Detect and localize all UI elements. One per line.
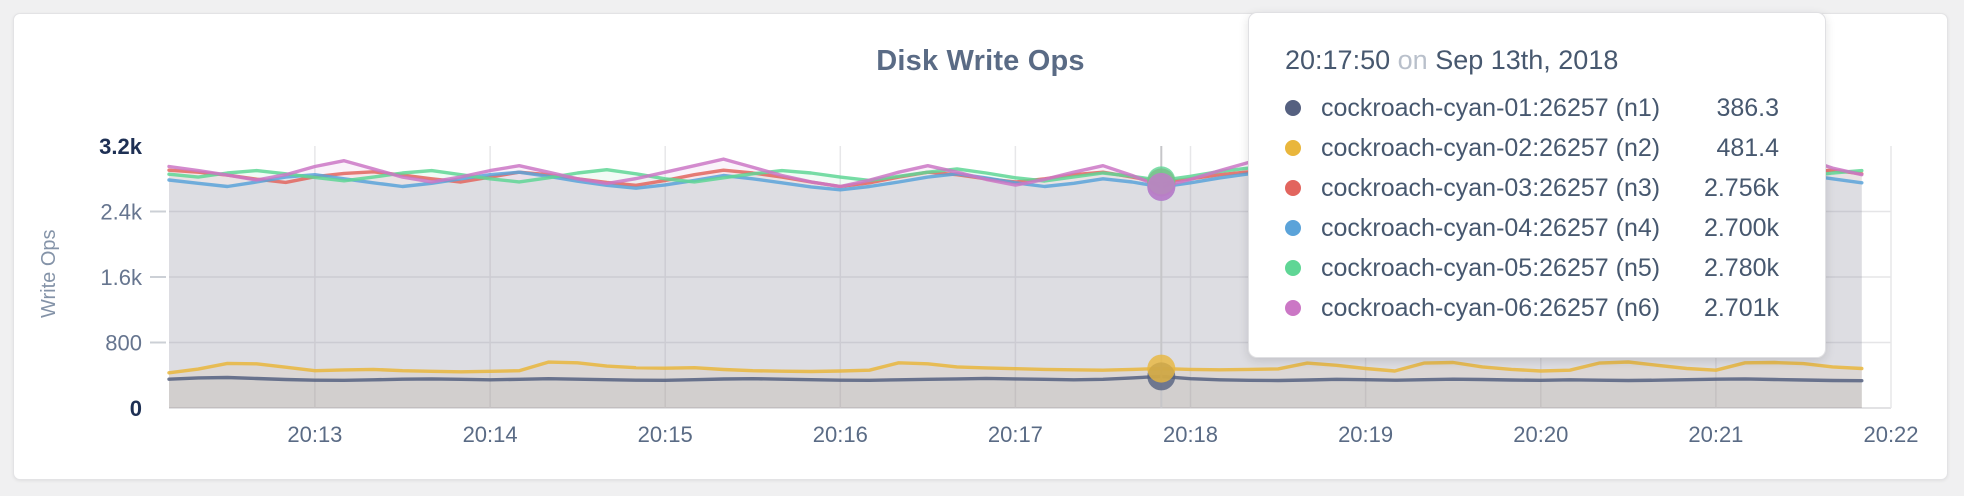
tooltip-row: cockroach-cyan-01:26257 (n1) 386.3	[1285, 88, 1779, 128]
series-value: 2.756k	[1703, 173, 1779, 202]
tooltip-row: cockroach-cyan-05:26257 (n5) 2.780k	[1285, 248, 1779, 288]
series-color-dot	[1285, 140, 1301, 156]
y-tick-label: 0	[130, 396, 142, 421]
tooltip-rows: cockroach-cyan-01:26257 (n1) 386.3 cockroa…	[1285, 88, 1779, 328]
series-value: 386.3	[1716, 93, 1779, 122]
tooltip-row: cockroach-cyan-04:26257 (n4) 2.700k	[1285, 208, 1779, 248]
series-value: 481.4	[1716, 133, 1779, 162]
hover-point-dot	[1147, 172, 1176, 201]
series-value: 2.780k	[1703, 253, 1779, 282]
x-tick-label: 20:21	[1688, 422, 1743, 447]
tooltip-row: cockroach-cyan-03:26257 (n3) 2.756k	[1285, 168, 1779, 208]
y-tick-label: 1.6k	[100, 265, 143, 290]
x-tick-label: 20:15	[638, 422, 693, 447]
series-label: cockroach-cyan-03:26257 (n3)	[1321, 173, 1661, 202]
tooltip-time: 20:17:50	[1285, 45, 1391, 75]
series-value: 2.701k	[1703, 293, 1779, 322]
tooltip-separator: on	[1397, 45, 1428, 75]
tooltip-date: Sep 13th, 2018	[1435, 45, 1619, 75]
x-tick-label: 20:14	[463, 422, 518, 447]
series-label: cockroach-cyan-01:26257 (n1)	[1321, 93, 1661, 122]
series-color-dot	[1285, 100, 1301, 116]
chart-title: Disk Write Ops	[876, 45, 1085, 77]
series-label: cockroach-cyan-04:26257 (n4)	[1321, 213, 1661, 242]
series-line	[167, 360, 1864, 375]
series-label: cockroach-cyan-05:26257 (n5)	[1321, 253, 1661, 282]
x-tick-label: 20:22	[1863, 422, 1918, 447]
hover-dots	[1147, 166, 1176, 391]
tooltip-header: 20:17:50 on Sep 13th, 2018	[1285, 45, 1779, 76]
tooltip-row: cockroach-cyan-02:26257 (n2) 481.4	[1285, 128, 1779, 168]
series-color-dot	[1285, 180, 1301, 196]
x-tick-label: 20:16	[813, 422, 868, 447]
series-label: cockroach-cyan-06:26257 (n6)	[1321, 293, 1661, 322]
series-area	[169, 362, 1862, 408]
x-tick-label: 20:19	[1338, 422, 1393, 447]
x-tick-label: 20:20	[1513, 422, 1568, 447]
y-tick-label: 800	[105, 331, 142, 356]
hover-point-dot	[1147, 354, 1176, 383]
series-color-dot	[1285, 220, 1301, 236]
series-label: cockroach-cyan-02:26257 (n2)	[1321, 133, 1661, 162]
tooltip-row: cockroach-cyan-06:26257 (n6) 2.701k	[1285, 288, 1779, 328]
series-color-dot	[1285, 300, 1301, 316]
series-color-dot	[1285, 260, 1301, 276]
y-tick-label: 3.2k	[99, 134, 143, 159]
series-area	[169, 376, 1862, 408]
y-tick-label: 2.4k	[100, 200, 143, 225]
series-line	[167, 374, 1864, 383]
x-tick-label: 20:18	[1163, 422, 1218, 447]
hover-tooltip: 20:17:50 on Sep 13th, 2018 cockroach-cya…	[1248, 12, 1826, 358]
x-tick-label: 20:13	[287, 422, 342, 447]
series-value: 2.700k	[1703, 213, 1779, 242]
x-tick-label: 20:17	[988, 422, 1043, 447]
